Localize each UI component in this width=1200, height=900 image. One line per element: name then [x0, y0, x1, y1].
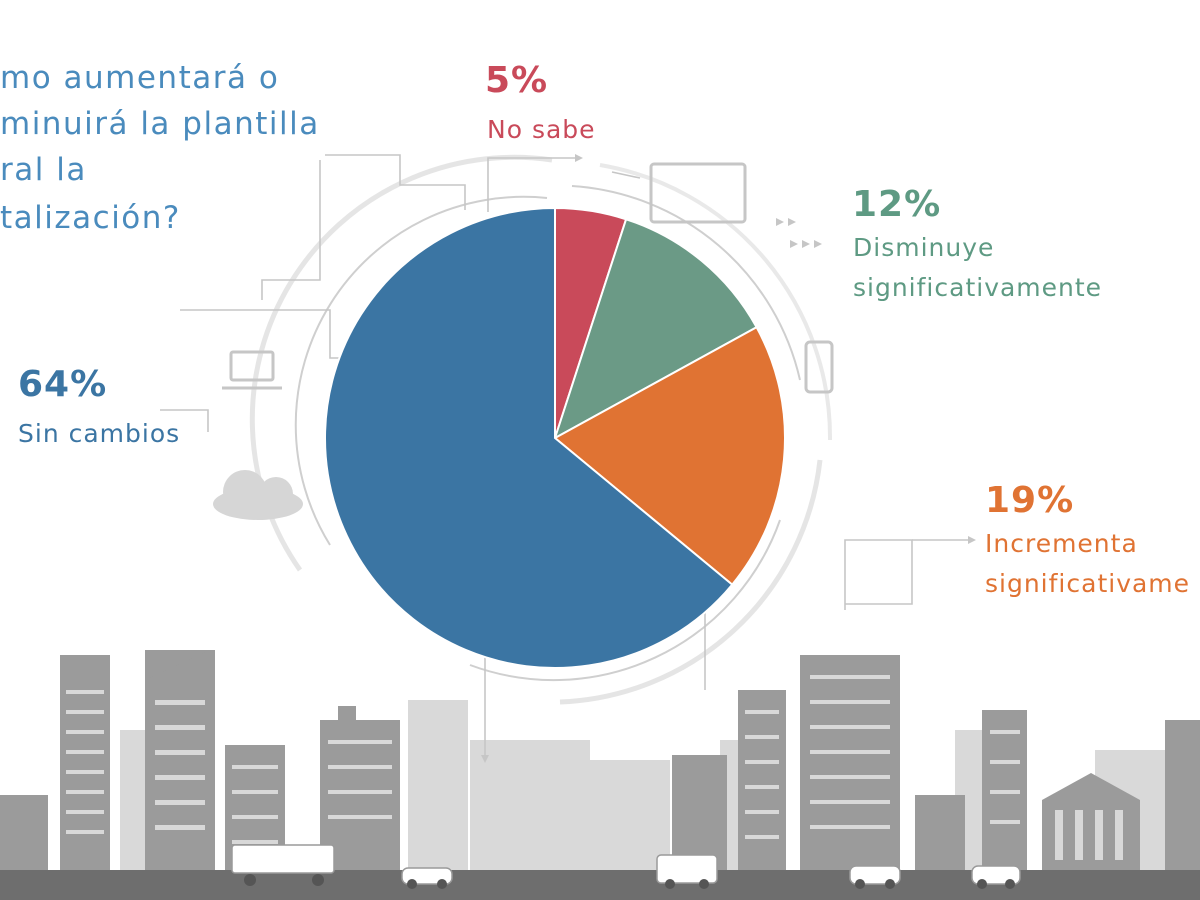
pie-slice-sin-cambios: [324, 206, 734, 669]
question-line: minuirá la plantilla: [0, 106, 320, 142]
text-disminuye-1: Disminuye: [853, 233, 995, 262]
pie-slice-incrementa-significativame: [553, 325, 786, 587]
text-disminuye-2: significativamente: [853, 273, 1103, 302]
text-incrementa-2: significativame: [985, 569, 1191, 598]
question-line: mo aumentará o: [0, 60, 280, 96]
question-line: talización?: [0, 200, 181, 236]
pie-slice-disminuye-significativamente: [553, 217, 758, 441]
pct-incrementa: 19%: [985, 480, 1075, 521]
question-line: ral la: [0, 152, 87, 188]
pct-disminuye: 12%: [852, 184, 942, 225]
pct-sin-cambios: 64%: [18, 364, 108, 405]
pct-no-sabe: 5%: [485, 60, 549, 101]
text-no-sabe: No sabe: [487, 115, 596, 144]
text-incrementa-1: Incrementa: [985, 529, 1138, 558]
text-sin-cambios: Sin cambios: [18, 419, 181, 448]
